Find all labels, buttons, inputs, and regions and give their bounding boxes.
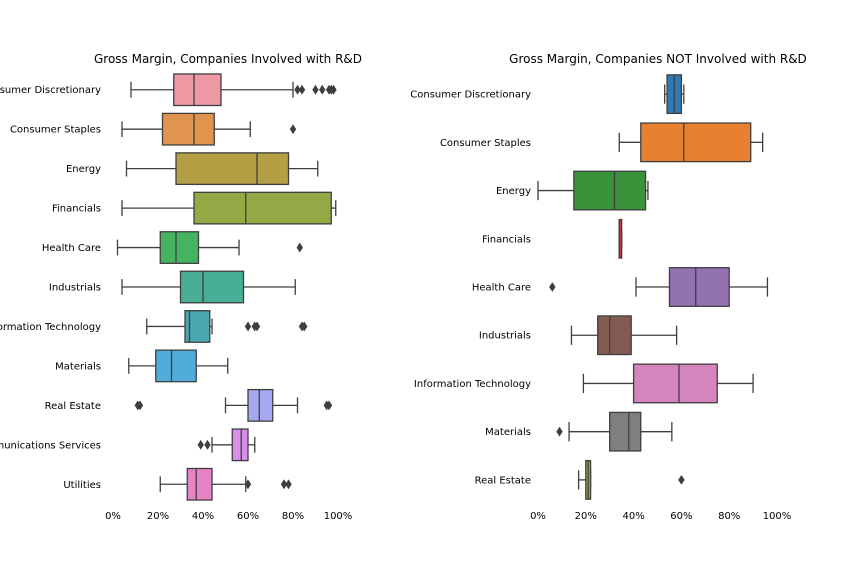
x-tick-label: 100% bbox=[763, 511, 792, 522]
outlier-point bbox=[285, 479, 292, 490]
box-industrials bbox=[179, 270, 245, 304]
x-tick-label: 100% bbox=[324, 511, 353, 522]
box-group-consumer-discretionary: Consumer Discretionary bbox=[0, 73, 337, 107]
box-materials bbox=[155, 349, 197, 383]
box-telecommunications-services bbox=[231, 428, 249, 462]
box-real-estate bbox=[247, 388, 274, 422]
category-label: Industrials bbox=[49, 283, 101, 294]
x-tick-label: 20% bbox=[147, 511, 169, 522]
category-label: Information Technology bbox=[0, 322, 101, 333]
chart-title-left: Gross Margin, Companies Involved with R&… bbox=[94, 52, 362, 66]
category-label: Utilities bbox=[63, 480, 101, 491]
box-energy bbox=[573, 170, 647, 211]
outlier-point bbox=[136, 400, 144, 411]
x-tick-label: 80% bbox=[282, 511, 304, 522]
category-label: Financials bbox=[52, 204, 101, 215]
x-tick-label: 20% bbox=[575, 511, 597, 522]
outlier-point bbox=[204, 439, 211, 450]
box-industrials bbox=[597, 315, 632, 356]
category-label: Energy bbox=[496, 186, 531, 197]
box-group-consumer-discretionary: Consumer Discretionary bbox=[410, 74, 685, 115]
x-tick-label: 60% bbox=[237, 511, 259, 522]
box-energy bbox=[175, 152, 290, 186]
outlier-point bbox=[244, 479, 252, 490]
category-label: Financials bbox=[482, 234, 531, 245]
box-group-materials: Materials bbox=[485, 411, 673, 452]
box-group-health-care: Health Care bbox=[472, 267, 769, 307]
box-consumer-staples bbox=[161, 112, 215, 146]
outlier-point bbox=[253, 321, 261, 332]
x-tick-label: 80% bbox=[718, 511, 740, 522]
category-label: Information Technology bbox=[414, 379, 531, 390]
category-label: Consumer Discretionary bbox=[410, 90, 531, 101]
outlier-point bbox=[197, 439, 204, 450]
outlier-point bbox=[330, 84, 337, 95]
outlier-point bbox=[678, 474, 685, 485]
box-group-information-technology: Information Technology bbox=[0, 310, 308, 343]
chart-right: Gross Margin, Companies NOT Involved wit… bbox=[410, 52, 807, 522]
outlier-point bbox=[549, 282, 556, 292]
category-label: Industrials bbox=[479, 331, 531, 342]
box-group-industrials: Industrials bbox=[49, 270, 296, 304]
box-group-energy: Energy bbox=[66, 152, 319, 186]
box-group-consumer-staples: Consumer Staples bbox=[10, 112, 297, 146]
box-group-health-care: Health Care bbox=[42, 231, 303, 264]
box-group-real-estate: Real Estate bbox=[45, 388, 333, 422]
box-group-consumer-staples: Consumer Staples bbox=[440, 122, 764, 163]
box-group-industrials: Industrials bbox=[479, 315, 678, 356]
box-group-telecommunications-services: Telecommunications Services bbox=[0, 428, 256, 462]
box-information-technology bbox=[184, 310, 211, 343]
chart-title-right: Gross Margin, Companies NOT Involved wit… bbox=[509, 52, 807, 66]
category-label: Materials bbox=[55, 361, 101, 372]
box-consumer-discretionary bbox=[173, 73, 222, 107]
box-group-utilities: Utilities bbox=[63, 467, 292, 501]
box-materials bbox=[609, 411, 642, 452]
category-label: Health Care bbox=[42, 243, 101, 254]
category-label: Consumer Staples bbox=[440, 138, 531, 149]
x-tick-label: 60% bbox=[670, 511, 692, 522]
box-group-financials: Financials bbox=[482, 218, 623, 259]
box-group-materials: Materials bbox=[55, 349, 229, 383]
category-label: Energy bbox=[66, 164, 101, 175]
chart-left: Gross Margin, Companies Involved with R&… bbox=[0, 52, 362, 522]
box-group-information-technology: Information Technology bbox=[414, 363, 754, 404]
outlier-point bbox=[298, 84, 306, 95]
x-tick-label: 0% bbox=[105, 511, 121, 522]
outlier-point bbox=[296, 242, 303, 253]
outlier-point bbox=[289, 124, 297, 135]
box-financials bbox=[193, 191, 332, 225]
outlier-point bbox=[294, 84, 301, 95]
outlier-point bbox=[244, 321, 252, 332]
x-tick-label: 0% bbox=[530, 511, 546, 522]
box-group-energy: Energy bbox=[496, 170, 649, 211]
box-health-care bbox=[159, 231, 200, 264]
box-consumer-staples bbox=[640, 122, 752, 163]
outlier-point bbox=[312, 84, 319, 95]
category-label: Real Estate bbox=[475, 475, 531, 486]
outlier-point bbox=[325, 400, 333, 411]
category-label: Telecommunications Services bbox=[0, 440, 101, 451]
x-tick-label: 40% bbox=[622, 511, 644, 522]
box-group-financials: Financials bbox=[52, 191, 337, 225]
outlier-point bbox=[556, 426, 563, 437]
category-label: Consumer Discretionary bbox=[0, 85, 101, 96]
category-label: Consumer Staples bbox=[10, 125, 101, 136]
category-label: Health Care bbox=[472, 283, 531, 294]
box-utilities bbox=[186, 467, 213, 501]
outlier-point bbox=[319, 84, 326, 95]
outlier-point bbox=[301, 321, 308, 332]
category-label: Real Estate bbox=[45, 401, 101, 412]
x-tick-label: 40% bbox=[192, 511, 214, 522]
category-label: Materials bbox=[485, 427, 531, 438]
box-group-real-estate: Real Estate bbox=[475, 459, 685, 500]
outlier-point bbox=[280, 479, 288, 490]
box-health-care bbox=[668, 267, 730, 307]
box-information-technology bbox=[632, 363, 718, 404]
